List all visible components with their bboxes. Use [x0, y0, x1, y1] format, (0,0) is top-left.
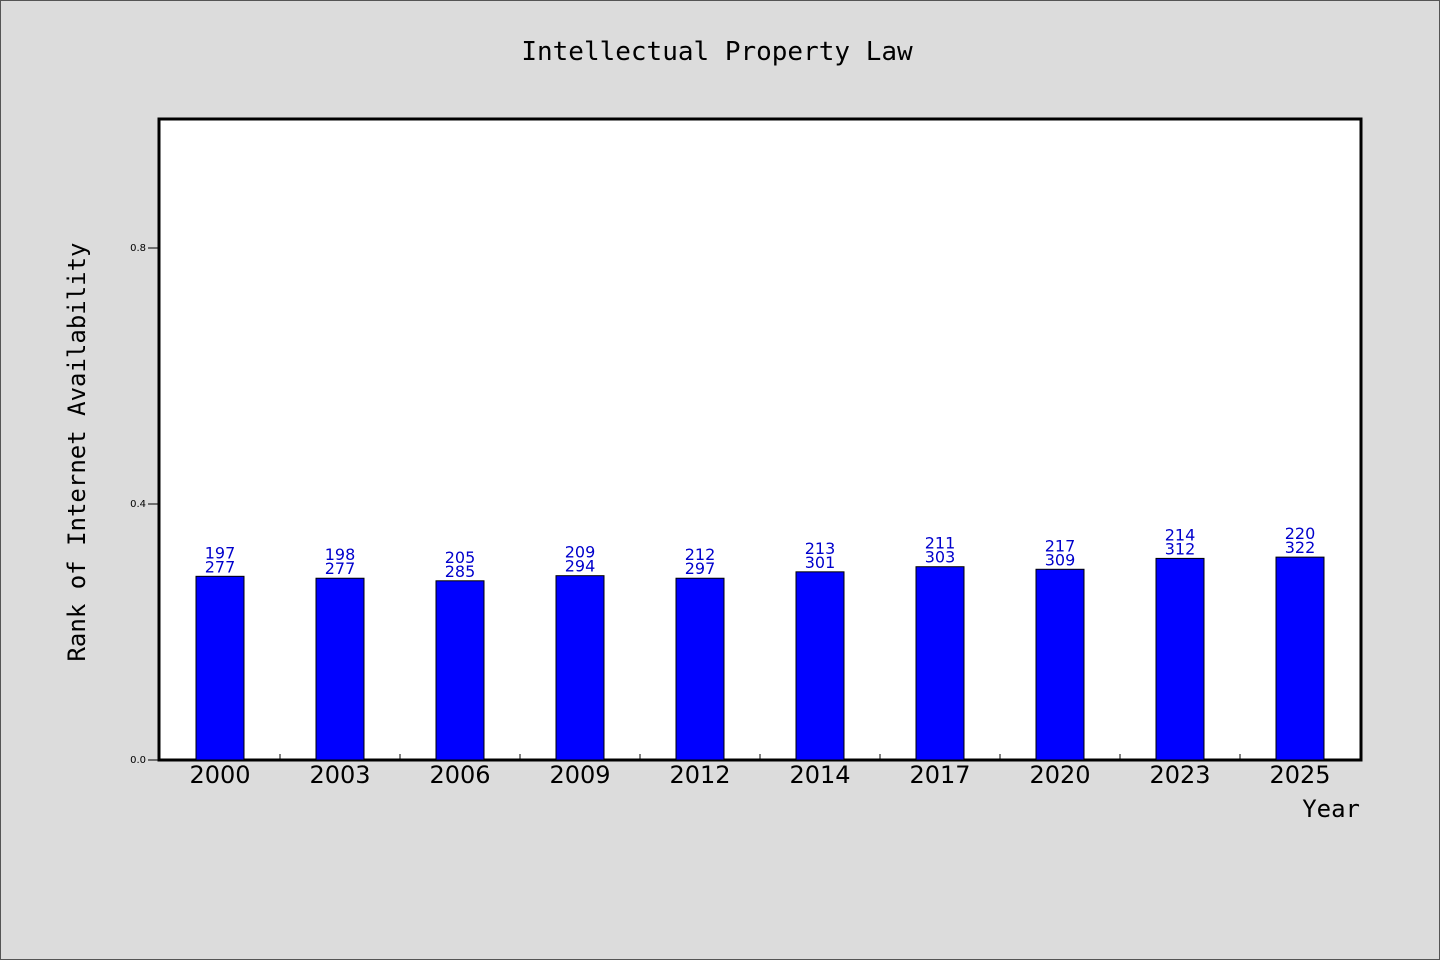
data-label-bottom-2023: 312: [1165, 539, 1196, 558]
y-tick-label-0.0: 0.0: [130, 755, 146, 766]
data-label-top-2003: 198: [325, 545, 356, 564]
bar-2023: [1155, 557, 1205, 761]
data-label-bottom-2003: 277: [325, 559, 356, 578]
x-tick-label-2023: 2023: [1149, 761, 1210, 789]
data-label-top-2020: 217: [1045, 536, 1076, 555]
x-tick-label-2014: 2014: [789, 761, 850, 789]
data-label-bottom-2012: 297: [685, 559, 716, 578]
x-tick-label-2025: 2025: [1269, 761, 1330, 789]
data-label-top-2009: 209: [565, 543, 596, 562]
data-label-top-2023: 214: [1165, 525, 1196, 544]
x-tick-label-2020: 2020: [1029, 761, 1090, 789]
data-label-bottom-2014: 301: [805, 553, 836, 572]
bar-2006: [435, 580, 485, 761]
data-label-top-2014: 213: [805, 539, 836, 558]
data-labels-layer: 1972771982772052852092942122972133012113…: [205, 524, 1316, 581]
data-label-top-2025: 220: [1285, 524, 1316, 543]
x-tick-label-2017: 2017: [909, 761, 970, 789]
y-tick-label-0.4: 0.4: [130, 499, 146, 510]
bar-2020: [1035, 568, 1085, 761]
chart-title: Intellectual Property Law: [521, 37, 913, 67]
bar-2000: [195, 575, 245, 761]
bars-layer: [195, 556, 1325, 761]
x-tick-label-2006: 2006: [429, 761, 490, 789]
data-label-bottom-2017: 303: [925, 548, 956, 567]
y-axis: 0.0 0.4 0.8: [130, 243, 160, 766]
bar-2017: [915, 566, 965, 761]
x-axis: 2000 2003 2006 2009 2012 2014 2017 2020 2023 2025: [189, 754, 1331, 789]
bar-2014: [795, 571, 845, 761]
y-tick-label-0.8: 0.8: [130, 243, 146, 254]
data-label-top-2017: 211: [925, 534, 956, 553]
x-tick-label-2009: 2009: [549, 761, 610, 789]
data-label-top-2012: 212: [685, 545, 716, 564]
bar-2009: [555, 575, 605, 761]
x-tick-label-2003: 2003: [309, 761, 370, 789]
data-label-top-2006: 205: [445, 548, 476, 567]
x-tick-label-2000: 2000: [189, 761, 250, 789]
data-label-bottom-2009: 294: [565, 557, 596, 576]
y-axis-label: Rank of Internet Availability: [63, 242, 91, 661]
data-label-bottom-2025: 322: [1285, 538, 1316, 557]
data-label-bottom-2006: 285: [445, 562, 476, 581]
data-label-top-2000: 197: [205, 543, 236, 562]
data-label-bottom-2020: 309: [1045, 550, 1076, 569]
bar-2025: [1275, 556, 1325, 761]
bar-2012: [675, 577, 725, 761]
data-label-bottom-2000: 277: [205, 557, 236, 576]
x-axis-label: Year: [1302, 795, 1360, 823]
x-tick-label-2012: 2012: [669, 761, 730, 789]
bar-2003: [315, 577, 365, 761]
